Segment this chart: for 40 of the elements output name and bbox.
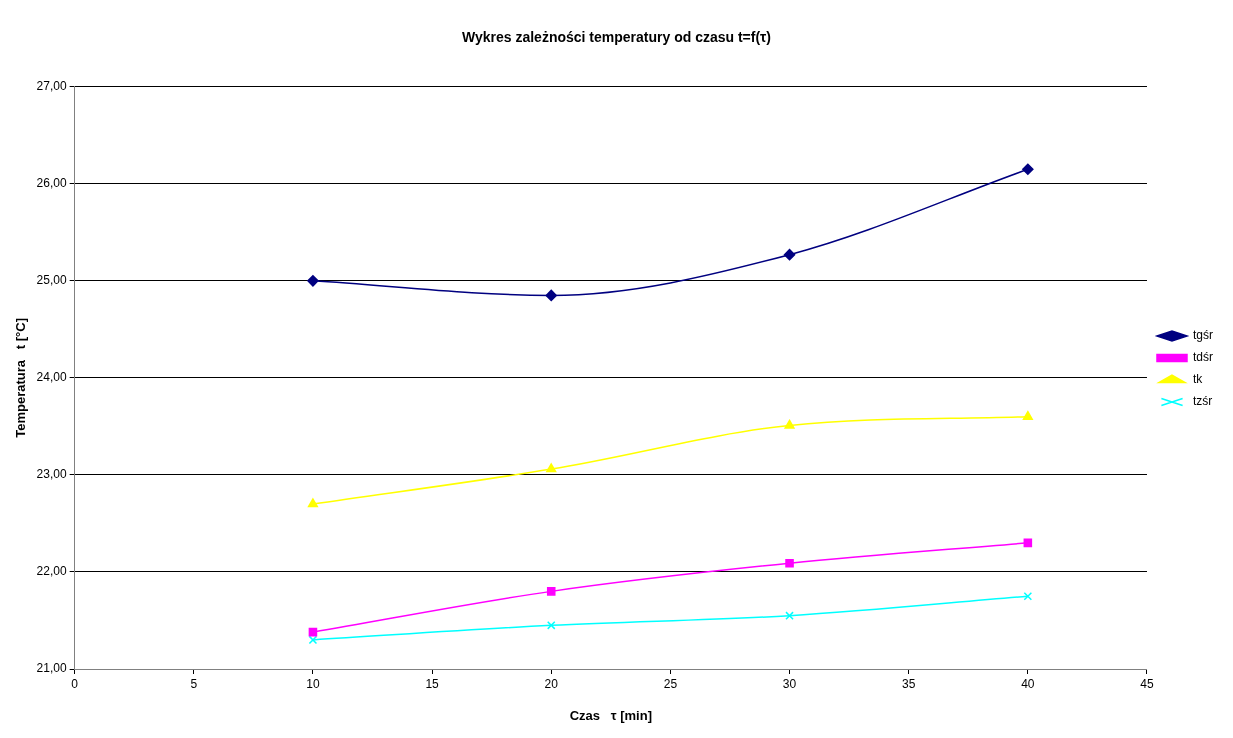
point [307,498,319,508]
point [784,419,795,429]
x-tick-label: 30 [782,676,797,691]
point [545,289,557,302]
x-tick-label: 10 [306,676,320,691]
y-tick-label: 26,00 [36,176,67,191]
point [546,621,556,630]
y-tick-label: 27,00 [36,79,67,94]
x-axis-title: Czas τ [min] [569,707,652,723]
legend-label: tk [1193,372,1204,387]
x-tick-label: 20 [544,676,559,691]
point [1022,410,1033,420]
point [1023,538,1033,548]
point [546,587,556,596]
y-tick-label: 21,00 [36,661,67,676]
legend-label: tzśr [1193,394,1213,409]
y-axis-title: Temperatura t [°C] [13,317,29,438]
point [783,248,796,261]
y-tick-label: 25,00 [36,273,67,288]
x-tick-label: 40 [1021,676,1035,691]
x-tick-label: 5 [190,676,198,691]
point [785,611,794,620]
y-tick-label: 23,00 [36,467,67,482]
chart-title: Wykres zależności temperatury od czasu t=f(τ) [461,29,772,46]
legend-label: tgśr [1193,328,1214,343]
x-tick-label: 15 [425,676,440,691]
x-tick-label: 0 [71,676,79,691]
point [1023,591,1033,601]
point [785,558,794,568]
point [307,275,319,287]
legend-label: tdśr [1193,350,1214,365]
point [546,463,557,473]
x-tick-label: 35 [902,676,916,691]
x-tick-label: 45 [1140,676,1154,691]
x-tick-label: 25 [663,676,678,691]
y-tick-label: 22,00 [36,564,67,579]
point [1022,163,1034,176]
point [308,635,318,645]
point [308,627,318,637]
y-tick-label: 24,00 [36,370,67,385]
